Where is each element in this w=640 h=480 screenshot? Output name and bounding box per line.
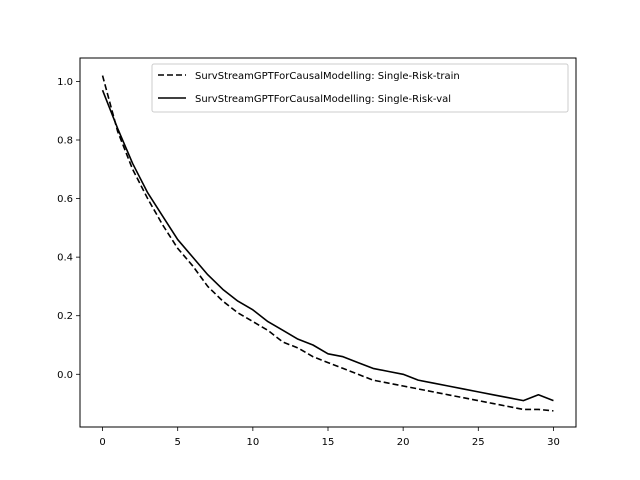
legend-label-train: SurvStreamGPTForCausalModelling: Single-… xyxy=(195,71,460,82)
series-line-val xyxy=(101,89,554,402)
series-layer xyxy=(101,75,554,412)
axes-frame xyxy=(79,57,577,428)
y-tick-label: 0.6 xyxy=(57,194,73,205)
legend-box xyxy=(151,63,569,113)
x-tick-label: 20 xyxy=(397,437,410,448)
legend-label-val: SurvStreamGPTForCausalModelling: Single-… xyxy=(195,94,451,105)
y-tick-label: 0.0 xyxy=(57,370,73,381)
x-tick-label: 15 xyxy=(322,437,335,448)
y-tick-label: 0.4 xyxy=(57,253,73,264)
x-axis: 0 5 10 15 20 25 30 xyxy=(99,427,560,448)
x-tick-label: 10 xyxy=(246,437,259,448)
y-tick-label: 0.2 xyxy=(57,311,73,322)
x-tick-label: 5 xyxy=(175,437,181,448)
series-line-train xyxy=(101,75,554,412)
legend: SurvStreamGPTForCausalModelling: Single-… xyxy=(151,63,569,113)
x-tick-label: 0 xyxy=(99,437,105,448)
y-tick-label: 0.8 xyxy=(57,136,73,147)
x-tick-label: 25 xyxy=(472,437,485,448)
y-axis: 0.0 0.2 0.4 0.6 0.8 1.0 xyxy=(57,77,80,381)
x-tick-label: 30 xyxy=(547,437,560,448)
y-tick-label: 1.0 xyxy=(57,77,73,88)
